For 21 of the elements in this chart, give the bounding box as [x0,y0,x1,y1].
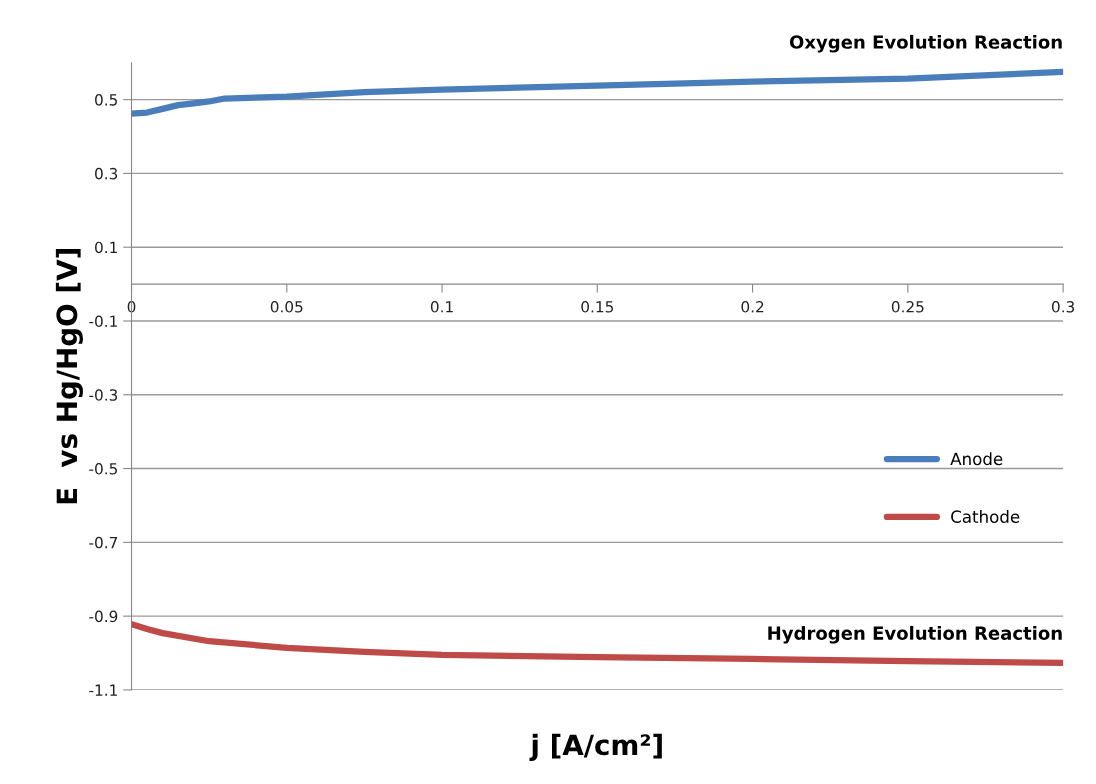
x-tick-label: 0.2 [741,301,764,313]
x-tick-label: 0.15 [581,301,613,313]
y-tick-label: 0.3 [95,167,118,180]
y-tick-label: -0.7 [89,536,118,549]
legend-label: Anode [950,452,1003,466]
y-axis-title: E vs Hg/HgO [V] [55,249,83,504]
y-tick-label: 0.1 [95,241,117,254]
y-tick-label: -0.5 [89,463,117,475]
x-tick-label: 0.25 [891,301,924,313]
x-tick-label: 0.05 [270,301,303,313]
annotation: Oxygen Evolution Reaction [789,34,1062,53]
x-tick-label: 0.1 [430,301,453,313]
y-tick-label: -0.9 [89,610,118,623]
legend-label: Cathode [951,510,1020,523]
y-tick-label: 0.5 [95,94,117,106]
y-tick-label: -1.1 [89,684,117,696]
x-tick-label: 0.3 [1051,301,1075,313]
y-tick-label: -0.3 [89,389,118,401]
y-tick-label: -0.1 [89,315,117,327]
annotation: Hydrogen Evolution Reaction [768,625,1062,644]
x-axis-title: j [A/cm²] [529,733,662,761]
